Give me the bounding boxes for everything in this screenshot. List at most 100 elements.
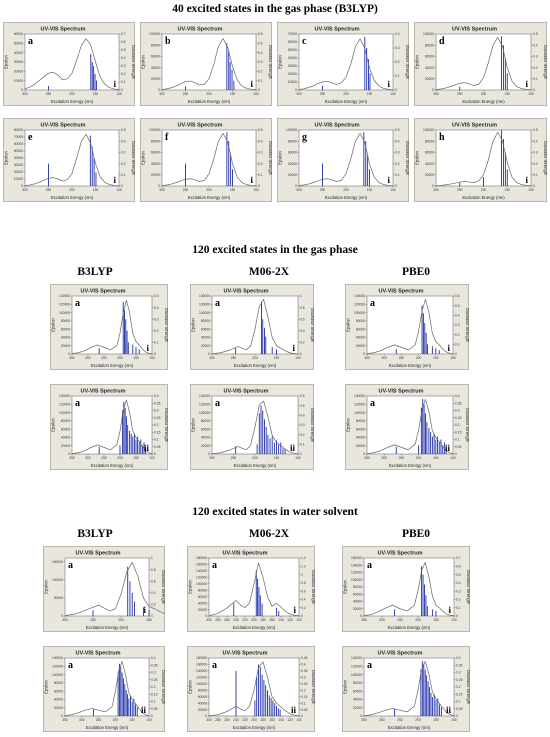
y-tick-label: 160000 — [196, 563, 207, 567]
y2-tick-label: 0.4 — [456, 581, 461, 585]
y-tick-label: 100000 — [286, 128, 297, 132]
x-tick-label: 250 — [399, 356, 405, 360]
y2-axis-label: Oscillator Strength — [310, 308, 314, 343]
y-tick-label: 20000 — [353, 706, 362, 710]
y-tick-label: 20000 — [14, 170, 23, 174]
method-label-m06-2x: M06-2X — [248, 266, 290, 278]
x-tick-label: 300 — [379, 618, 385, 622]
y-tick-label: 0 — [158, 88, 160, 92]
x-tick-label: 300 — [85, 456, 91, 460]
plot-area — [64, 557, 150, 617]
y2-tick-label: 0.6 — [121, 40, 126, 44]
y2-tick-label: 0 — [258, 184, 260, 188]
y2-tick-label: 0 — [154, 452, 156, 456]
spectrum-svg: UV-VIS Spectrum0200004000060000800001000… — [190, 384, 314, 470]
spectrum-svg: UV-VIS Spectrum0200004000060000800001000… — [50, 284, 168, 370]
x-tick-label: 200 — [206, 92, 212, 96]
panel-roman-numeral: i — [448, 605, 451, 615]
x-tick-label: 150 — [504, 92, 510, 96]
y2-tick-label: 0.4 — [300, 329, 305, 333]
y2-tick-label: 0.1 — [455, 438, 460, 442]
y-tick-label: 120000 — [196, 676, 207, 680]
spectrum-panel: UV-VIS Spectrum 0 10000 20000 30000 40000 5000… — [3, 118, 135, 202]
section-title-1: 40 excited states in the gas phase (B3LY… — [172, 3, 378, 15]
y2-tick-label: 0.2 — [258, 70, 263, 74]
x-axis-label: Excitation Energy (nm) — [51, 195, 94, 200]
x-tick-label: 200 — [118, 618, 124, 622]
y-tick-label: 140000 — [59, 394, 70, 398]
y-tick-label: 20000 — [151, 77, 160, 81]
method-label-b3lyp: B3LYP — [77, 528, 113, 540]
x-axis-label: Excitation Energy (nm) — [86, 625, 129, 630]
y-tick-label: 60000 — [54, 689, 63, 693]
y-tick-label: 20000 — [288, 173, 297, 177]
x-tick-label: 250 — [90, 618, 96, 622]
x-tick-label: 350 — [62, 718, 68, 722]
y2-tick-label: 0.2 — [121, 162, 126, 166]
spectrum-panel: UV-VIS Spectrum 0 20000 40000 60000 80000 1000… — [345, 284, 469, 370]
y-tick-label: 40000 — [14, 156, 23, 160]
x-tick-label: 250 — [96, 718, 102, 722]
x-tick-label: 350 — [364, 456, 370, 460]
x-tick-label: 250 — [46, 92, 52, 96]
y2-tick-label: 0.2 — [121, 72, 126, 76]
x-tick-label: 200 — [416, 456, 422, 460]
y-tick-label: 160000 — [196, 663, 207, 667]
spectrum-panel: UV-VIS Spectrum 0 50000 100000 150000 0 0.2 0.4… — [43, 546, 165, 632]
y-tick-label: 100000 — [351, 673, 362, 677]
y-tick-label: 60000 — [201, 327, 210, 331]
x-tick-label: 150 — [230, 188, 236, 192]
panel-letter: a — [75, 298, 80, 309]
y-tick-label: 30000 — [288, 64, 297, 68]
y-axis-label: Epsilon — [415, 150, 420, 164]
y2-tick-label: 0.2 — [300, 341, 305, 345]
panel-roman-numeral: i — [250, 175, 253, 185]
x-axis-label: Excitation Energy (nm) — [86, 725, 129, 730]
y-tick-label: 50000 — [54, 596, 63, 600]
y2-tick-label: 0.5 — [533, 128, 538, 132]
x-tick-label: 150 — [93, 188, 99, 192]
y-tick-label: 0 — [68, 352, 70, 356]
y-tick-label: 40000 — [288, 56, 297, 60]
y-tick-label: 100000 — [52, 578, 63, 582]
y-tick-label: 80000 — [61, 419, 70, 423]
y-tick-label: 60000 — [288, 151, 297, 155]
panel-roman-numeral: ii — [290, 443, 296, 453]
y2-tick-label: 0.4 — [121, 139, 126, 143]
x-axis-label: Excitation Energy (nm) — [91, 363, 134, 368]
y-tick-label: 60000 — [198, 695, 207, 699]
y-tick-label: 30000 — [14, 163, 23, 167]
spectrum-curve — [298, 38, 394, 91]
chart-title: UV-VIS Spectrum — [76, 651, 121, 657]
y2-tick-label: 0.3 — [533, 55, 538, 59]
y-tick-label: 0 — [360, 714, 362, 718]
y2-tick-label: 0 — [121, 184, 123, 188]
y-tick-label: 70000 — [288, 32, 297, 36]
y2-tick-label: 1 — [300, 294, 302, 298]
y2-tick-label: 1.2 — [301, 564, 306, 568]
y-tick-label: 60000 — [201, 427, 210, 431]
x-tick-label: 140 — [278, 618, 284, 622]
y2-tick-label: 0.3 — [456, 671, 461, 675]
x-tick-label: 250 — [231, 456, 237, 460]
y2-tick-label: 0 — [301, 614, 303, 618]
x-tick-label: 100 — [295, 356, 301, 360]
spectrum-curve — [71, 299, 153, 355]
x-tick-label: 300 — [379, 718, 385, 722]
y-tick-label: 100000 — [59, 311, 70, 315]
x-tick-label: 150 — [367, 188, 373, 192]
x-tick-label: 300 — [381, 356, 387, 360]
y2-axis-label: Oscillator Strength — [131, 45, 135, 80]
y2-tick-label: 0 — [456, 614, 458, 618]
y-axis-label: Epsilon — [51, 417, 56, 431]
y2-tick-label: 0 — [151, 614, 153, 618]
y-tick-label: 0 — [208, 352, 210, 356]
x-tick-label: 100 — [450, 456, 456, 460]
x-tick-label: 250 — [320, 92, 326, 96]
y2-tick-label: 0.5 — [121, 48, 126, 52]
y-tick-label: 180000 — [196, 556, 207, 560]
x-tick-label: 150 — [367, 92, 373, 96]
panel-roman-numeral: i — [525, 79, 528, 89]
y-tick-label: 0 — [360, 614, 362, 618]
spectrum-svg: UV-VIS Spectrum0200004000060000800001000… — [190, 284, 314, 370]
